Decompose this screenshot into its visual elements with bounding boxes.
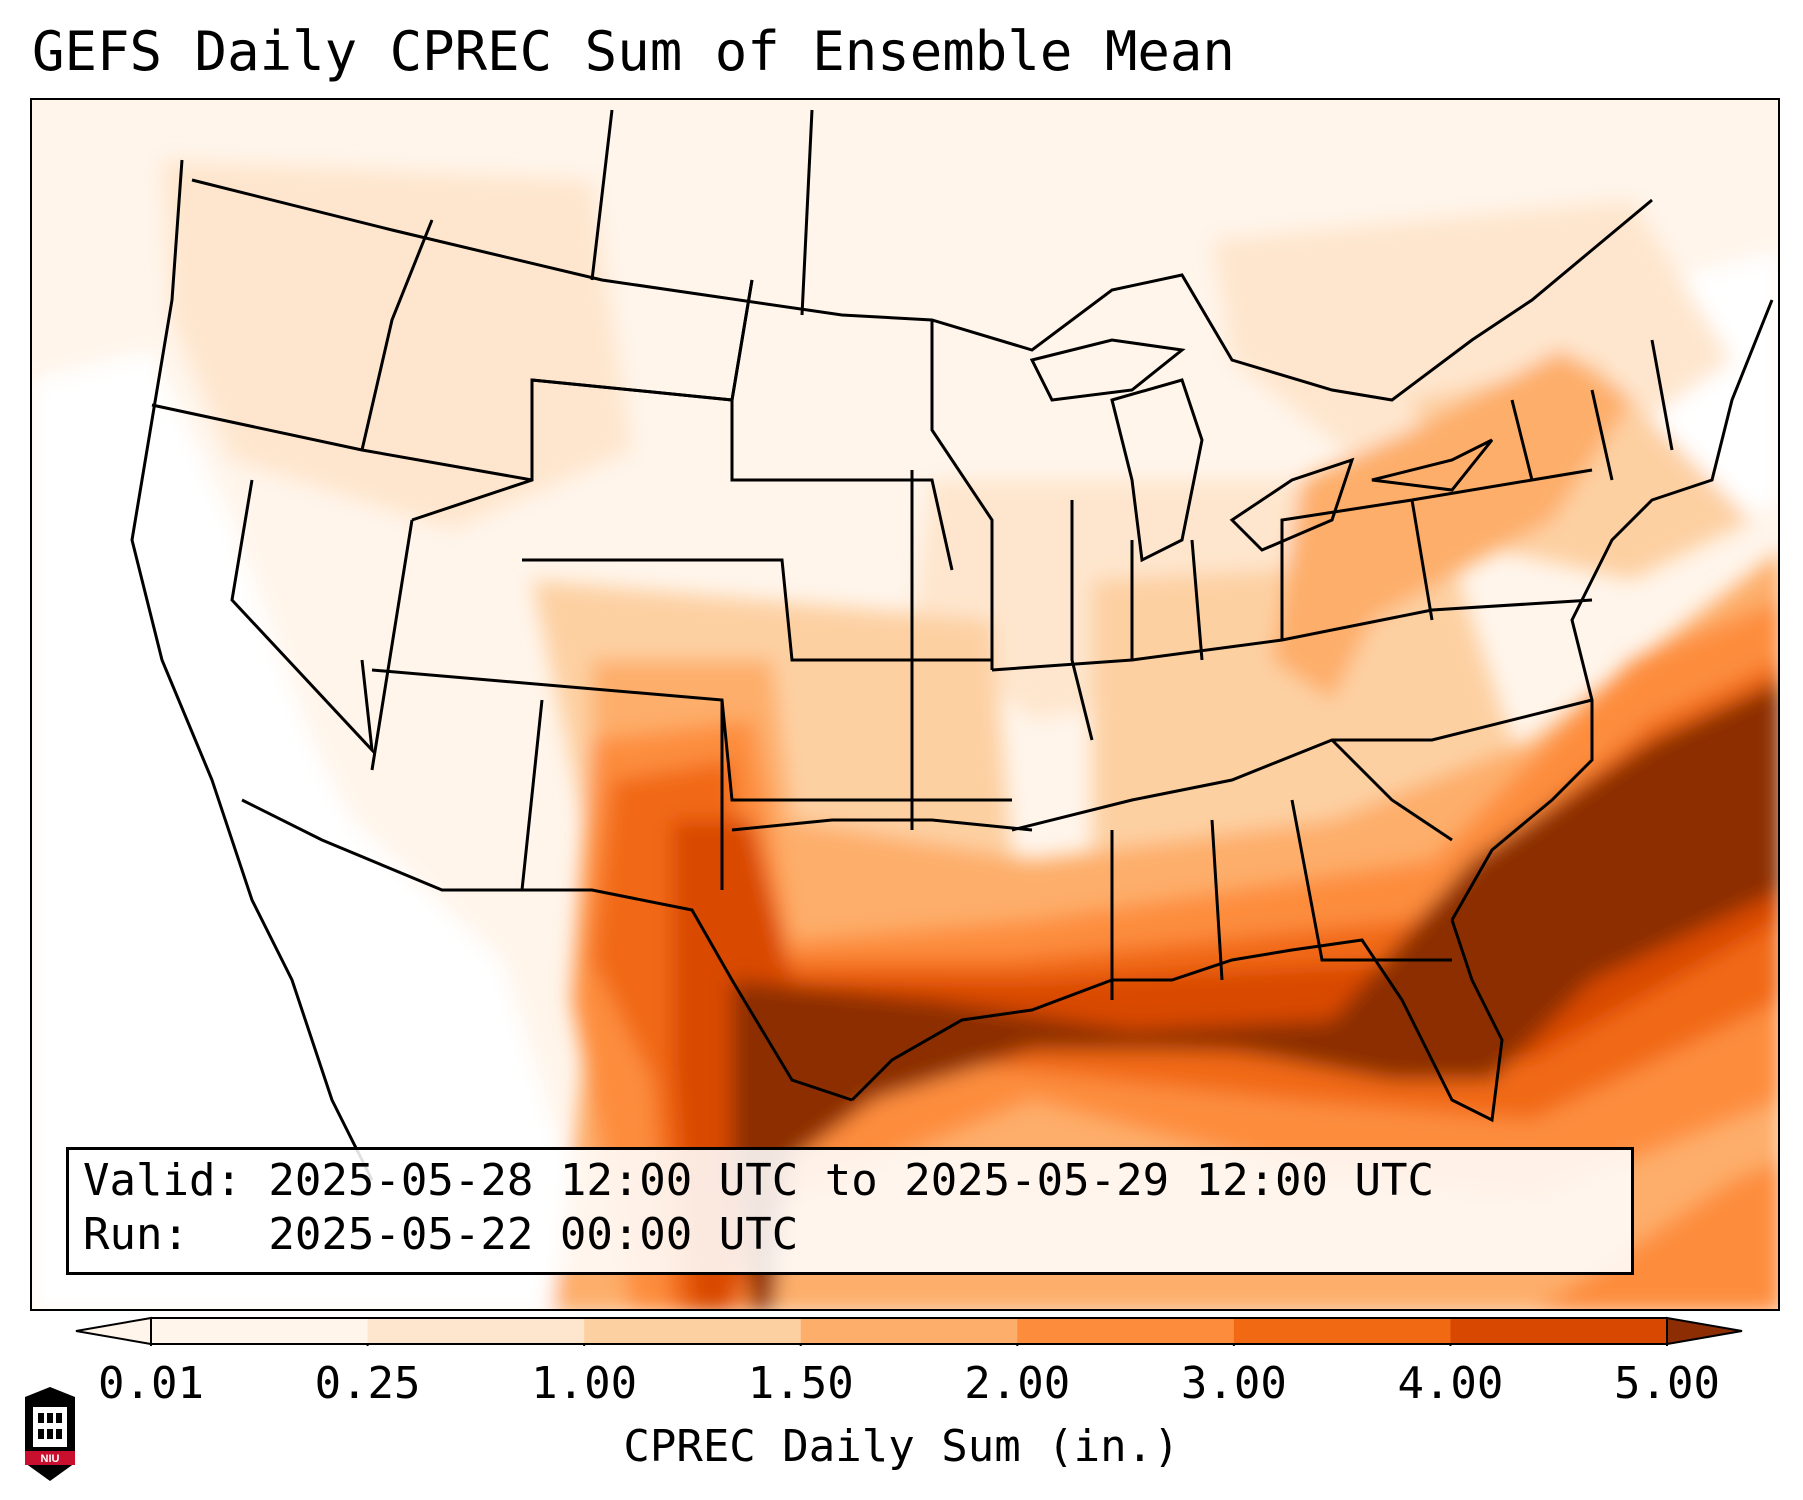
chart-title: GEFS Daily CPREC Sum of Ensemble Mean [32, 20, 1235, 83]
run-time-text: Run: 2025-05-22 00:00 UTC [83, 1209, 799, 1260]
colorbar-tick-label: 0.25 [314, 1358, 421, 1409]
colorbar-label: CPREC Daily Sum (in.) [623, 1421, 1180, 1472]
precip-map [32, 100, 1778, 1309]
colorbar-tick-label: 2.00 [964, 1358, 1071, 1409]
colorbar-extend-high [1666, 1316, 1743, 1346]
colorbar-ticks [150, 1344, 1668, 1346]
colorbar-segment [367, 1318, 585, 1344]
colorbar-tick-label: 5.00 [1614, 1358, 1720, 1409]
colorbar-extend-low [75, 1316, 152, 1346]
colorbar-tick-label: 1.50 [747, 1358, 854, 1409]
colorbar-segment [1233, 1318, 1451, 1344]
colorbar-tick-label: 3.00 [1180, 1358, 1287, 1409]
precip-field [32, 160, 1778, 1309]
state-boundaries [130, 109, 1774, 1181]
colorbar-segment [800, 1318, 1018, 1344]
colorbar-tick-label: 4.00 [1397, 1358, 1504, 1409]
niu-logo: NIU [25, 1387, 75, 1481]
colorbar-segment [151, 1318, 369, 1344]
colorbar [75, 1316, 1743, 1346]
map-panel [30, 98, 1780, 1311]
colorbar-segment [584, 1318, 802, 1344]
colorbar-tick-label: 0.01 [98, 1358, 204, 1409]
colorbar-segment [1450, 1318, 1668, 1344]
colorbar-tick-label: 1.00 [531, 1358, 638, 1409]
valid-run-info-box: Valid: 2025-05-28 12:00 UTC to 2025-05-2… [66, 1147, 1634, 1275]
logo-text: NIU [41, 1453, 60, 1465]
colorbar-segment [1017, 1318, 1235, 1344]
colorbar-segments [151, 1318, 1668, 1344]
valid-time-text: Valid: 2025-05-28 12:00 UTC to 2025-05-2… [83, 1155, 1435, 1206]
